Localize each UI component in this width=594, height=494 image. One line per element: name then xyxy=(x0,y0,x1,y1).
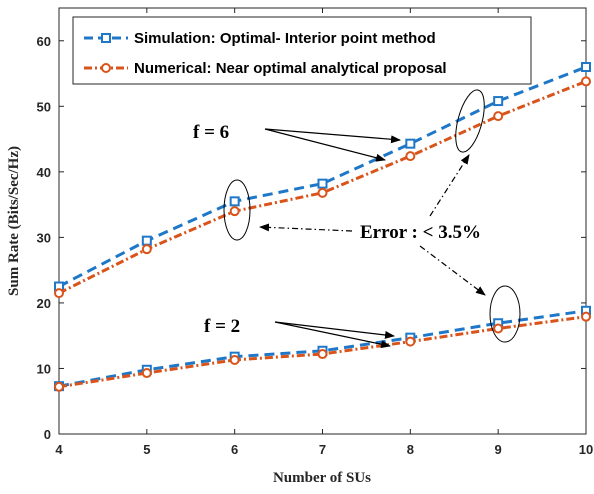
point-numerical xyxy=(405,336,416,347)
point-simulation xyxy=(405,138,416,149)
arrow-f2-upper xyxy=(274,321,395,339)
y-tick-label: 40 xyxy=(37,165,51,180)
point-simulation xyxy=(317,178,328,189)
point-numerical xyxy=(493,111,504,122)
x-tick-label: 10 xyxy=(579,442,593,457)
x-tick-label: 5 xyxy=(143,442,150,457)
y-axis-label: Sum Rate (Bits/Sec/Hz) xyxy=(6,146,22,296)
error-arrow-upper xyxy=(429,154,470,217)
y-tick-label: 50 xyxy=(37,99,51,114)
legend-label-numerical: Numerical: Near optimal analytical propo… xyxy=(134,60,447,77)
x-tick-label: 6 xyxy=(231,442,238,457)
legend: Simulation: Optimal- Interior point meth… xyxy=(72,16,532,85)
point-simulation xyxy=(141,235,152,246)
point-numerical xyxy=(54,288,64,299)
point-numerical xyxy=(229,354,240,365)
point-simulation xyxy=(581,61,591,72)
error-ellipse-x8-7 xyxy=(455,89,485,153)
arrow-f6-upper xyxy=(264,128,401,144)
y-tick-label: 60 xyxy=(37,34,51,49)
y-tick-label: 30 xyxy=(37,230,51,245)
point-numerical xyxy=(581,76,591,87)
point-numerical xyxy=(229,206,240,217)
legend-marker-simulation xyxy=(101,33,111,43)
error-ellipse-x9 xyxy=(489,285,521,343)
point-numerical xyxy=(141,368,152,379)
legend-label-simulation: Simulation: Optimal- Interior point meth… xyxy=(134,30,436,47)
arrow-f6-lower xyxy=(264,128,386,162)
y-tick-label: 20 xyxy=(37,296,51,311)
point-numerical xyxy=(405,151,416,162)
x-tick-label: 7 xyxy=(319,442,326,457)
x-tick-label: 9 xyxy=(495,442,502,457)
annotation-layer: f = 6 f = 2 Error : < 3.5% xyxy=(193,89,521,349)
error-arrow-lower xyxy=(419,245,486,296)
point-simulation xyxy=(229,196,240,207)
y-tick-label: 0 xyxy=(44,427,51,442)
error-arrow-left xyxy=(259,223,353,232)
annotation-error: Error : < 3.5% xyxy=(360,222,481,243)
x-tick-label: 8 xyxy=(407,442,414,457)
point-numerical xyxy=(54,381,64,392)
legend-marker-numerical xyxy=(101,63,111,73)
axis-ticks: 4 5 6 7 8 9 10 0 10 20 30 40 50 60 xyxy=(37,8,593,457)
y-tick-label: 10 xyxy=(37,361,51,376)
point-simulation xyxy=(493,96,504,107)
series-layer xyxy=(54,61,591,392)
annotation-f2: f = 2 xyxy=(204,316,240,337)
x-tick-label: 4 xyxy=(55,442,63,457)
x-axis-label: Number of SUs xyxy=(273,470,371,486)
error-ellipse-x6 xyxy=(223,179,251,241)
legend-box xyxy=(72,16,532,85)
point-numerical xyxy=(317,187,328,198)
point-numerical xyxy=(141,244,152,255)
point-numerical xyxy=(581,311,591,322)
arrow-f2-lower xyxy=(274,321,391,349)
point-numerical xyxy=(317,349,328,360)
annotation-f6: f = 6 xyxy=(193,122,229,143)
point-numerical xyxy=(493,323,504,334)
